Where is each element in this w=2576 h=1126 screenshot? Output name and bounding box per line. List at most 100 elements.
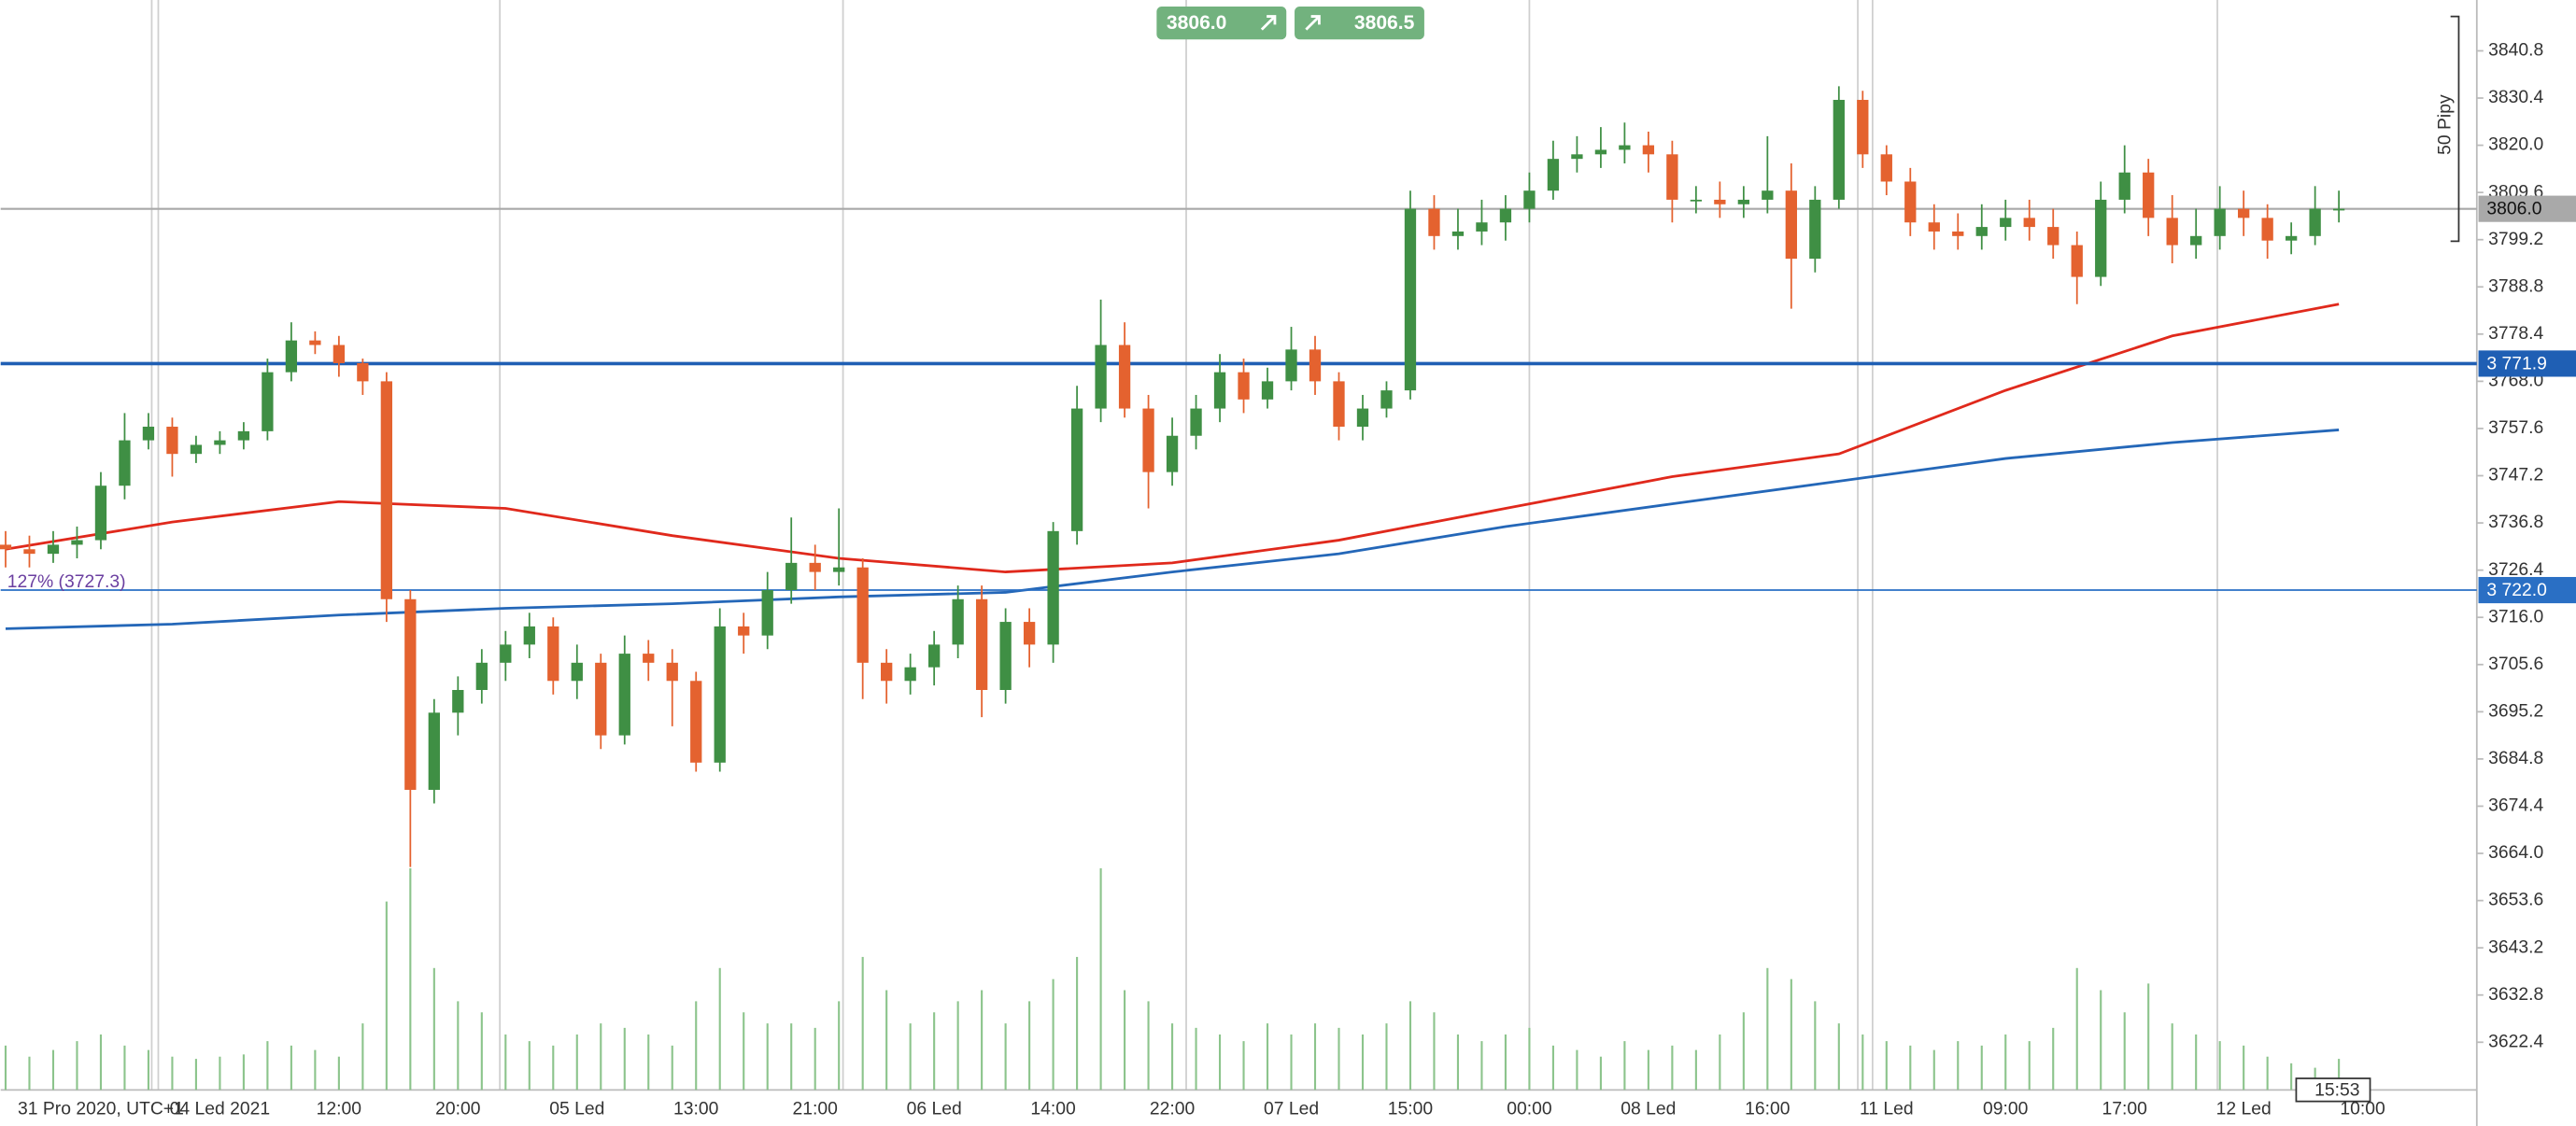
volume-bar <box>1551 1045 1554 1091</box>
y-tick-label: 3684.8 <box>2488 749 2543 768</box>
x-tick-label: 17:00 <box>2102 1100 2147 1119</box>
candle-body <box>2143 172 2155 218</box>
x-tick-label: 08 Led <box>1621 1100 1676 1119</box>
pip-range-label: 50 Pipy <box>2436 94 2456 155</box>
candle-body <box>1238 372 1250 400</box>
volume-bar <box>1313 1023 1317 1091</box>
volume-bar <box>1266 1023 1269 1091</box>
volume-bar <box>861 956 864 1091</box>
candle-body <box>1523 190 1536 209</box>
x-tick-label: 14:00 <box>1030 1100 1075 1119</box>
y-tick-label: 3757.6 <box>2488 418 2543 438</box>
candle-body <box>1690 199 1703 202</box>
volume-bar <box>1028 1001 1031 1091</box>
buy-button[interactable] <box>1295 7 1424 40</box>
candle-body <box>643 654 655 663</box>
bid-price: 3806.0 <box>1167 12 1226 34</box>
vertical-separators <box>150 0 2218 1091</box>
volume-bar <box>1124 990 1126 1091</box>
x-tick-label: 31 Pro 2020, UTC+1 <box>18 1100 184 1119</box>
quote-buttons[interactable]: 3806.0 3806.5 <box>1156 7 1424 40</box>
volume-bar <box>194 1059 197 1091</box>
candle-body <box>2071 245 2083 277</box>
volume-bar <box>432 967 435 1091</box>
time-box <box>2295 1077 2371 1103</box>
volume-bar <box>1242 1041 1245 1091</box>
volume-bar <box>766 1023 769 1091</box>
volume-bar <box>385 901 388 1091</box>
candle-body <box>333 345 346 363</box>
volume-bar <box>1957 1041 1960 1091</box>
ask-price: 3806.5 <box>1354 12 1415 34</box>
fib-annotation: 127% (3727.3) <box>7 572 126 592</box>
candle-body <box>1285 349 1297 382</box>
volume-bar <box>1218 1034 1222 1091</box>
candle-body <box>904 667 916 682</box>
candle-body <box>1476 222 1488 232</box>
volume-bar <box>147 1049 149 1091</box>
candle-body <box>999 622 1012 690</box>
volume-bar <box>266 1041 269 1091</box>
pip-bracket <box>2450 15 2460 243</box>
candle-body <box>1451 231 1465 236</box>
candle-body <box>975 598 988 690</box>
candle-body <box>1404 208 1417 391</box>
volume-bar <box>1076 956 1079 1091</box>
candle-body <box>119 440 131 486</box>
volume-bar <box>1338 1027 1340 1091</box>
candle-body <box>404 598 417 790</box>
x-tick-label: 12:00 <box>317 1100 361 1119</box>
candle-body <box>571 662 583 682</box>
candle-body <box>23 549 35 555</box>
candle-body <box>1619 145 1631 150</box>
volume-bar <box>1599 1056 1602 1091</box>
volume-bar <box>4 1045 7 1091</box>
current-price-label: 3806.0 <box>2486 200 2541 219</box>
candle-body <box>380 381 393 599</box>
volume-bar <box>1719 1034 1721 1091</box>
sell-button[interactable] <box>1156 7 1287 40</box>
candle-body <box>2261 218 2273 241</box>
volume-bar <box>361 1023 364 1091</box>
candle-body <box>833 567 845 572</box>
candle-body <box>1428 208 1440 236</box>
plot: 3840.83830.43820.03809.63799.23788.83778… <box>0 41 2576 1119</box>
candle-body <box>500 644 512 663</box>
candle-body <box>1261 381 1274 400</box>
volume-bar <box>528 1041 531 1091</box>
y-tick-label: 3726.4 <box>2488 560 2543 580</box>
x-tick-label: 00:00 <box>1507 1100 1551 1119</box>
x-tick-label: 04 Led 2021 <box>170 1100 271 1119</box>
candle-body <box>190 444 203 455</box>
candle-body <box>2095 199 2107 277</box>
volume-bar <box>457 1001 460 1091</box>
volume-bar <box>552 1045 555 1091</box>
candle-body <box>523 626 535 645</box>
level-label: 3 722.0 <box>2486 581 2547 600</box>
volume-bar <box>1433 1012 1436 1091</box>
volume-bar <box>51 1049 55 1091</box>
candle-body <box>786 562 798 591</box>
candle-body <box>357 362 369 382</box>
volume-bar <box>647 1034 650 1091</box>
candle-body <box>2332 208 2345 211</box>
volume-bar <box>1290 1034 1293 1091</box>
volume-bar <box>1504 1034 1507 1091</box>
candle-body <box>927 644 941 668</box>
volume-bar <box>695 1001 698 1091</box>
x-tick-label: 20:00 <box>435 1100 480 1119</box>
volume-bar <box>981 990 984 1091</box>
y-tick-label: 3705.6 <box>2488 654 2543 674</box>
volume-bar <box>171 1056 174 1091</box>
x-tick-label: 12 Led <box>2216 1100 2272 1119</box>
volume-bar <box>1837 1023 1840 1091</box>
candle-body <box>547 626 559 682</box>
volume-bar <box>219 1056 221 1091</box>
x-tick-label: 09:00 <box>1983 1100 2028 1119</box>
candle-body <box>809 562 821 572</box>
sell-icon <box>1260 15 1277 31</box>
volume-bar <box>1385 1023 1388 1091</box>
current-price-tag <box>2478 195 2576 222</box>
candle-body <box>214 440 226 445</box>
